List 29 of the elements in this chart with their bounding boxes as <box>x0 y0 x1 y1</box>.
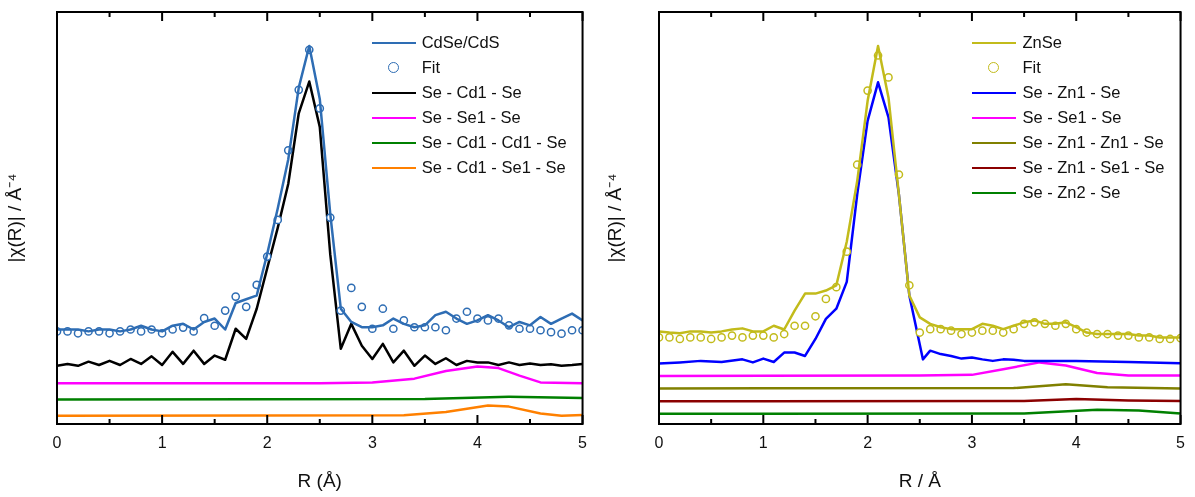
y-axis-title: |χ(R)| / Å⁻⁴ <box>3 173 25 263</box>
x-tick-label: 0 <box>654 434 664 452</box>
legend-label: Se - Cd1 - Cd1 - Se <box>421 132 567 153</box>
legend-label: Se - Zn2 - Se <box>1022 182 1121 203</box>
legend-label: ZnSe <box>1022 32 1062 53</box>
legend-label: Se - Zn1 - Se1 - Se <box>1022 157 1165 178</box>
x-tick-label: 3 <box>967 434 977 452</box>
x-tick-label: 1 <box>758 434 768 452</box>
legend-label: CdSe/CdS <box>421 32 500 53</box>
legend-label: Se - Se1 - Se <box>421 107 521 128</box>
legend-label: Se - Zn1 - Se <box>1022 82 1121 103</box>
x-tick-label: 1 <box>157 434 167 452</box>
x-tick-label: 5 <box>1176 434 1186 452</box>
x-tick-label: 0 <box>52 434 62 452</box>
x-axis-title: R (Å) <box>297 469 342 491</box>
x-tick-label: 5 <box>578 434 588 452</box>
x-tick-label: 3 <box>367 434 377 452</box>
legend-label: Fit <box>1022 57 1041 78</box>
x-axis-title: R / Å <box>898 469 942 491</box>
x-tick-label: 2 <box>863 434 873 452</box>
legend-label: Se - Zn1 - Zn1 - Se <box>1022 132 1164 153</box>
x-tick-label: 4 <box>1071 434 1081 452</box>
x-tick-label: 4 <box>472 434 482 452</box>
legend-label: Se - Cd1 - Se <box>421 82 522 103</box>
y-axis-title: |χ(R)| / Å⁻⁴ <box>603 173 625 263</box>
x-tick-label: 2 <box>262 434 272 452</box>
legend-label: Fit <box>421 57 441 78</box>
legend-label: Se - Cd1 - Se1 - Se <box>421 157 566 178</box>
legend-label: Se - Se1 - Se <box>1022 107 1122 128</box>
